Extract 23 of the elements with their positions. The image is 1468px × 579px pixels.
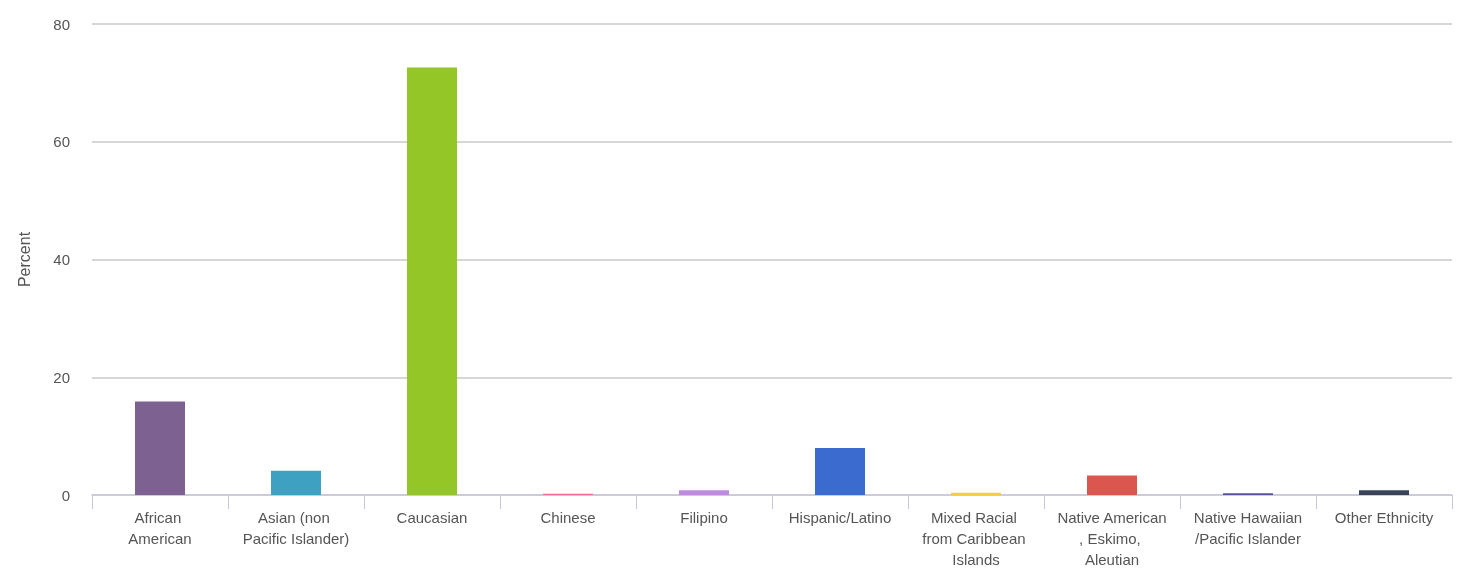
x-tick-label: Native American, Eskimo, Aleutian xyxy=(1057,509,1167,568)
x-tick-label: Other Ethnicity xyxy=(1334,509,1434,526)
x-tick-label: Chinese xyxy=(540,509,596,526)
x-tick-label: Filipino xyxy=(680,509,728,526)
bar xyxy=(1087,475,1137,495)
x-tick-label: Mixed Racial from Caribbean Islands xyxy=(922,509,1030,568)
bar xyxy=(815,447,865,495)
bar xyxy=(407,67,457,495)
y-tick-label: 80 xyxy=(53,15,70,33)
bar xyxy=(271,470,321,495)
bar xyxy=(135,401,185,495)
bar xyxy=(1359,490,1409,495)
x-tick-label: Asian (non Pacific Islander) xyxy=(242,509,350,547)
x-tick-label: Native Hawaiian/Pacific Islander xyxy=(1193,509,1303,547)
y-axis-title: Percent xyxy=(15,231,33,288)
y-tick-label: 60 xyxy=(53,133,70,151)
y-tick-label: 40 xyxy=(53,251,70,268)
x-tick-label: African American xyxy=(128,509,192,547)
bar xyxy=(679,490,729,495)
y-tick-label: 0 xyxy=(61,486,70,504)
x-tick-label: Caucasian xyxy=(396,509,468,526)
x-tick-label: Hispanic/Latino xyxy=(788,509,892,526)
y-tick-label: 20 xyxy=(53,368,70,386)
